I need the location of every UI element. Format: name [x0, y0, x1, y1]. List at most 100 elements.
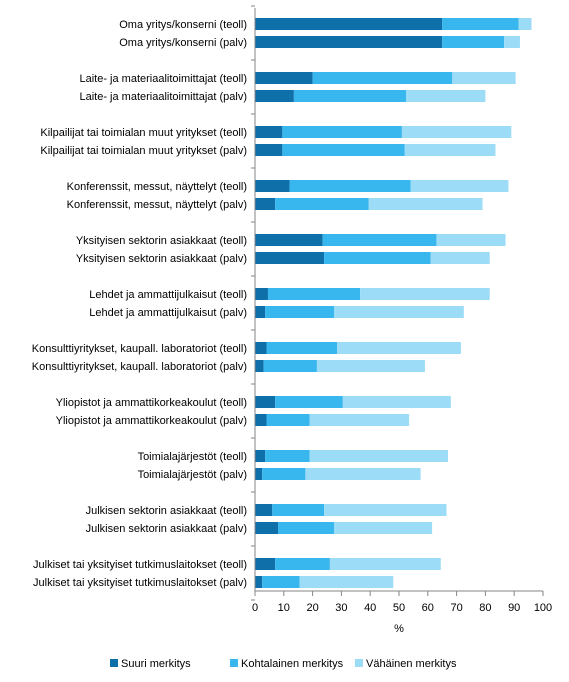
category-label: Yksityisen sektorin asiakkaat (palv)	[76, 253, 247, 265]
category-label: Julkisen sektorin asiakkaat (teoll)	[86, 505, 247, 517]
x-tick-label: 80	[479, 602, 491, 614]
bar-segment-2-row-8	[275, 198, 369, 210]
bar-segment-2-row-11	[267, 288, 361, 300]
bar-segment-3-row-19	[324, 504, 447, 516]
bar-segment-3-row-17	[309, 450, 448, 462]
bar-segment-3-row-8	[368, 198, 483, 210]
bar-segment-2-row-7	[289, 180, 411, 192]
x-tick-label: 100	[534, 602, 552, 614]
category-label: Kilpailijat tai toimialan muut yritykset…	[40, 145, 247, 157]
bar-segment-2-row-9	[322, 234, 437, 246]
bar-segment-2-row-4	[293, 90, 407, 102]
bar-segment-1-row-9	[255, 234, 323, 246]
bar-segment-2-row-3	[312, 72, 453, 84]
x-tick-label: 90	[508, 602, 520, 614]
x-axis-title: %	[394, 623, 404, 635]
bar-segment-1-row-19	[255, 504, 273, 516]
bar-segment-2-row-15	[275, 396, 343, 408]
bar-segment-3-row-2	[504, 36, 520, 48]
bar-segment-3-row-6	[404, 144, 496, 156]
bar-segment-2-row-20	[278, 522, 335, 534]
bar-segment-1-row-13	[255, 342, 267, 354]
category-label: Konsulttiyritykset, kaupall. laboratorio…	[32, 343, 247, 355]
legend-label-3: Vähäinen merkitys	[366, 658, 457, 670]
bar-segment-3-row-9	[436, 234, 506, 246]
category-label: Laite- ja materiaalitoimittajat (teoll)	[79, 73, 247, 85]
bar-segment-1-row-18	[255, 468, 263, 480]
bar-segment-2-row-12	[265, 306, 335, 318]
bar-segment-3-row-20	[334, 522, 433, 534]
legend-swatch-3	[355, 659, 363, 667]
bar-segment-3-row-21	[329, 558, 441, 570]
category-label: Julkisen sektorin asiakkaat (palv)	[86, 523, 247, 535]
bar-segment-1-row-3	[255, 72, 313, 84]
bar-segment-2-row-1	[442, 18, 519, 30]
bar-segment-3-row-13	[337, 342, 461, 354]
bar-segment-3-row-5	[401, 126, 512, 138]
category-label: Laite- ja materiaalitoimittajat (palv)	[79, 91, 247, 103]
bar-segment-2-row-13	[266, 342, 338, 354]
x-tick-label: 60	[422, 602, 434, 614]
bar-segment-2-row-21	[275, 558, 330, 570]
bar-segment-1-row-7	[255, 180, 290, 192]
bar-segment-1-row-12	[255, 306, 266, 318]
legend: Suuri merkitys Kohtalainen merkitys Vähäin…	[110, 658, 457, 670]
bar-segment-3-row-12	[334, 306, 464, 318]
bar-segment-2-row-2	[442, 36, 505, 48]
x-tick-label: 40	[364, 602, 376, 614]
bar-segment-3-row-14	[316, 360, 425, 372]
bar-segment-1-row-5	[255, 126, 283, 138]
bar-segment-2-row-19	[272, 504, 325, 516]
bar-segment-1-row-11	[255, 288, 268, 300]
x-tick-label: 10	[278, 602, 290, 614]
category-label: Toimialajärjestöt (teoll)	[138, 451, 247, 463]
category-label: Oma yritys/konserni (palv)	[119, 37, 247, 49]
bar-segment-1-row-20	[255, 522, 279, 534]
bar-segment-3-row-3	[452, 72, 516, 84]
bar-segment-3-row-22	[299, 576, 394, 588]
x-tick-label: 70	[450, 602, 462, 614]
category-label: Julkiset tai yksityiset tutkimuslaitokse…	[33, 577, 247, 589]
category-label: Julkiset tai yksityiset tutkimuslaitokse…	[33, 559, 247, 571]
bar-segment-1-row-16	[255, 414, 267, 426]
bar-segment-1-row-14	[255, 360, 264, 372]
legend-label-1: Suuri merkitys	[121, 658, 191, 670]
legend-swatch-2	[230, 659, 238, 667]
bar-segment-2-row-5	[282, 126, 402, 138]
x-tick-label: 0	[252, 602, 258, 614]
bar-segment-3-row-1	[518, 18, 532, 30]
category-label: Toimialajärjestöt (palv)	[138, 469, 247, 481]
bar-segment-1-row-10	[255, 252, 325, 264]
bar-segment-1-row-6	[255, 144, 283, 156]
bar-segment-3-row-7	[410, 180, 509, 192]
bar-segment-2-row-16	[266, 414, 310, 426]
bar-segment-3-row-10	[430, 252, 490, 264]
bar-segment-2-row-22	[262, 576, 300, 588]
bar-segment-1-row-22	[255, 576, 263, 588]
bar-segment-2-row-14	[263, 360, 317, 372]
category-label: Kilpailijat tai toimialan muut yritykset…	[40, 127, 247, 139]
bar-segment-1-row-2	[255, 36, 443, 48]
category-label: Lehdet ja ammattijulkaisut (teoll)	[89, 289, 247, 301]
category-label: Yliopistot ja ammattikorkeakoulut (teoll…	[56, 397, 247, 409]
legend-swatch-1	[110, 659, 118, 667]
category-label: Lehdet ja ammattijulkaisut (palv)	[89, 307, 247, 319]
bar-segment-2-row-18	[262, 468, 306, 480]
bar-segment-2-row-10	[324, 252, 431, 264]
bar-segment-1-row-17	[255, 450, 266, 462]
category-labels: Oma yritys/konserni (teoll) Oma yritys/ko…	[32, 19, 247, 589]
bar-segment-1-row-4	[255, 90, 294, 102]
bar-segment-2-row-6	[282, 144, 405, 156]
bar-segment-3-row-16	[309, 414, 410, 426]
category-label: Oma yritys/konserni (teoll)	[119, 19, 247, 31]
bar-segment-1-row-1	[255, 18, 443, 30]
x-tick-label: 20	[306, 602, 318, 614]
bar-segment-3-row-4	[406, 90, 486, 102]
category-label: Konferenssit, messut, näyttelyt (palv)	[67, 199, 247, 211]
category-label: Konsulttiyritykset, kaupall. laboratorio…	[32, 361, 247, 373]
category-label: Konferenssit, messut, näyttelyt (teoll)	[67, 181, 247, 193]
legend-label-2: Kohtalainen merkitys	[241, 658, 344, 670]
x-tick-label: 30	[335, 602, 347, 614]
category-label: Yliopistot ja ammattikorkeakoulut (palv)	[56, 415, 247, 427]
